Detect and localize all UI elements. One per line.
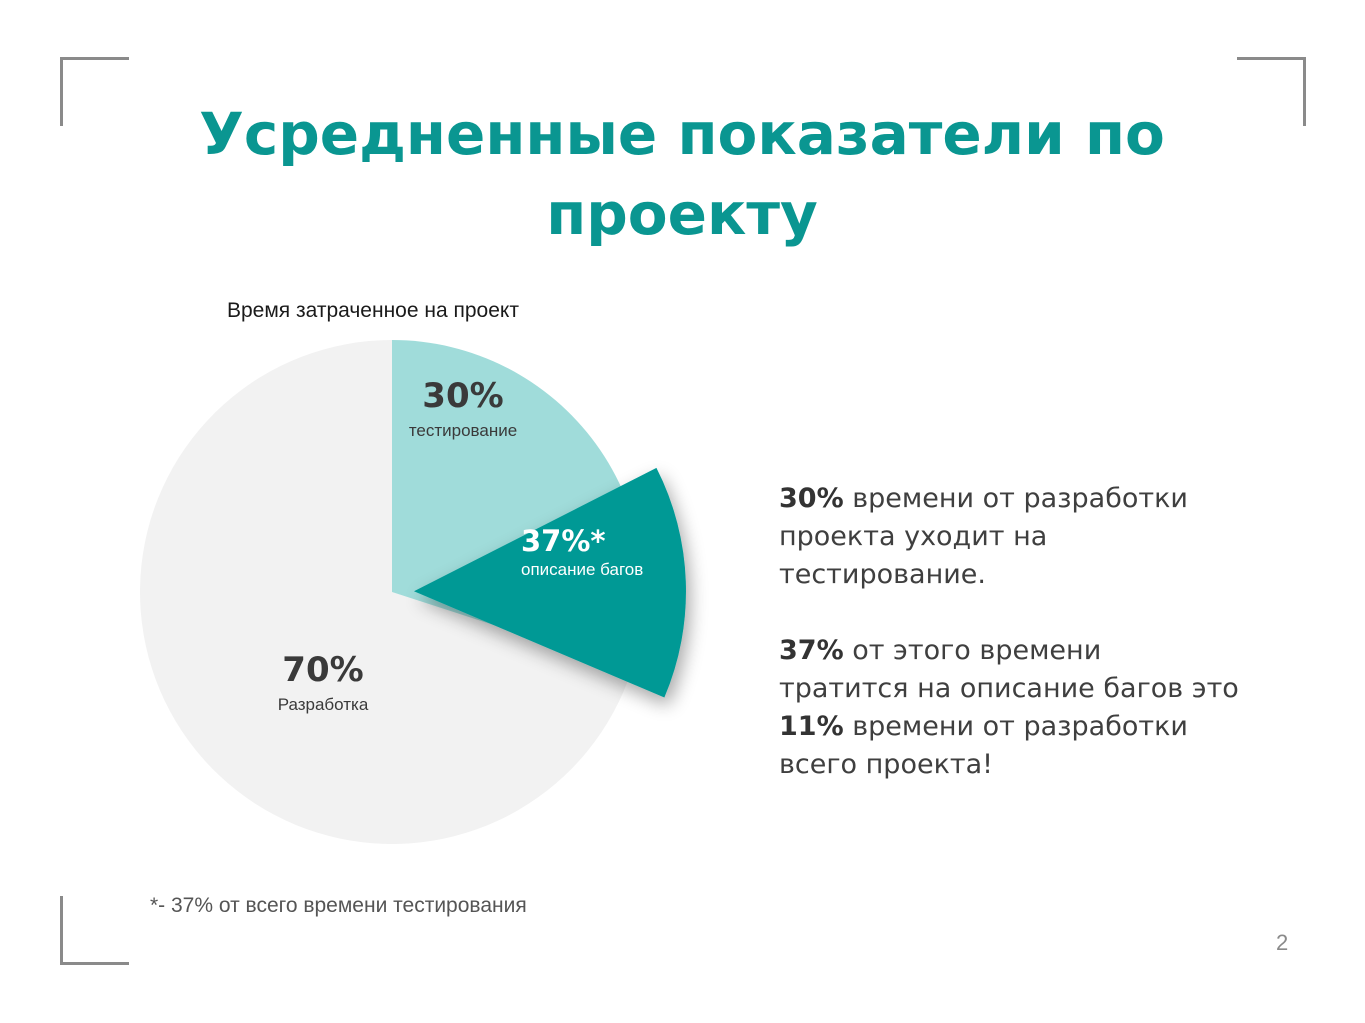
slide-title: Усредненные показатели по проекту xyxy=(199,100,1165,248)
corner-mark-bottom-left xyxy=(60,896,129,965)
corner-mark-top-left xyxy=(60,57,129,126)
summary-testing-percent: 30% xyxy=(779,483,844,514)
development-name-label: Разработка xyxy=(278,695,369,714)
chart-title: Время затраченное на проект xyxy=(227,299,519,322)
summary-bug-percent: 37% xyxy=(779,635,844,666)
pie-slice-development xyxy=(140,340,632,844)
summary-testing-text: времени от разработки проекта уходит на … xyxy=(779,483,1188,590)
summary-paragraph-bug-share: 37% от этого времени тратится на описани… xyxy=(779,632,1239,784)
summary-bug-text-2: времени от разработки всего проекта! xyxy=(779,711,1188,780)
bug-description-percent-label: 37%* xyxy=(521,524,606,558)
bug-description-name-label: описание багов xyxy=(521,560,643,579)
testing-percent-label: 30% xyxy=(422,376,503,416)
testing-name-label: тестирование xyxy=(409,421,517,440)
footnote: *- 37% от всего времени тестирования xyxy=(150,894,527,917)
development-percent-label: 70% xyxy=(282,650,363,690)
pie-slice-bug-description xyxy=(413,467,686,698)
summary-total-percent: 11% xyxy=(779,711,844,742)
summary-paragraph-testing-share: 30% времени от разработки проекта уходит… xyxy=(779,480,1239,594)
corner-mark-top-right xyxy=(1237,57,1306,126)
summary-bug-text-1: от этого времени тратится на описание ба… xyxy=(779,635,1239,704)
summary-text: 30% времени от разработки проекта уходит… xyxy=(779,480,1239,784)
page-number: 2 xyxy=(1276,930,1289,955)
